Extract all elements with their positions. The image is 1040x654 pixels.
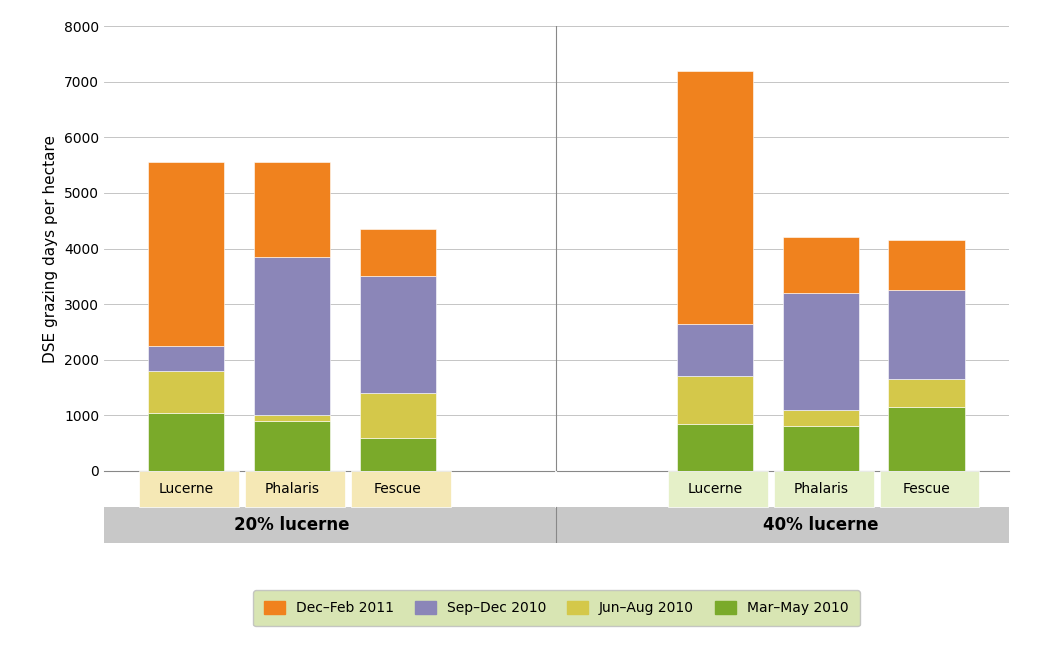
Bar [677, 71, 753, 324]
Bar [888, 290, 965, 379]
Bar [888, 407, 965, 471]
Bar [254, 415, 330, 421]
Bar [888, 240, 965, 290]
Text: 40% lucerne: 40% lucerne [763, 516, 879, 534]
Bar [148, 346, 225, 371]
Text: Lucerne: Lucerne [159, 482, 214, 496]
Bar [148, 162, 225, 346]
Text: Phalaris: Phalaris [794, 482, 849, 496]
Bar [254, 421, 330, 471]
Bar [139, 471, 239, 507]
Bar [677, 324, 753, 376]
Bar [360, 393, 436, 438]
Y-axis label: DSE grazing days per hectare: DSE grazing days per hectare [44, 135, 58, 362]
Bar [360, 276, 436, 393]
Bar [360, 229, 436, 276]
Bar [888, 379, 965, 407]
Bar [782, 237, 859, 293]
Text: Fescue: Fescue [374, 482, 421, 496]
Text: 20% lucerne: 20% lucerne [234, 516, 349, 534]
Bar [782, 426, 859, 471]
Text: Lucerne: Lucerne [687, 482, 743, 496]
Bar [677, 376, 753, 424]
Bar [104, 507, 1009, 543]
Bar [245, 471, 345, 507]
Bar [360, 438, 436, 471]
Bar [254, 257, 330, 415]
Bar [350, 471, 450, 507]
Text: Phalaris: Phalaris [264, 482, 319, 496]
Bar [782, 293, 859, 409]
Bar [774, 471, 874, 507]
Bar [677, 424, 753, 471]
Bar [148, 413, 225, 471]
Bar [668, 471, 768, 507]
Bar [254, 162, 330, 257]
Bar [148, 371, 225, 413]
Bar [880, 471, 980, 507]
Legend: Dec–Feb 2011, Sep–Dec 2010, Jun–Aug 2010, Mar–May 2010: Dec–Feb 2011, Sep–Dec 2010, Jun–Aug 2010… [253, 590, 860, 627]
Bar [782, 409, 859, 426]
Text: Fescue: Fescue [903, 482, 951, 496]
